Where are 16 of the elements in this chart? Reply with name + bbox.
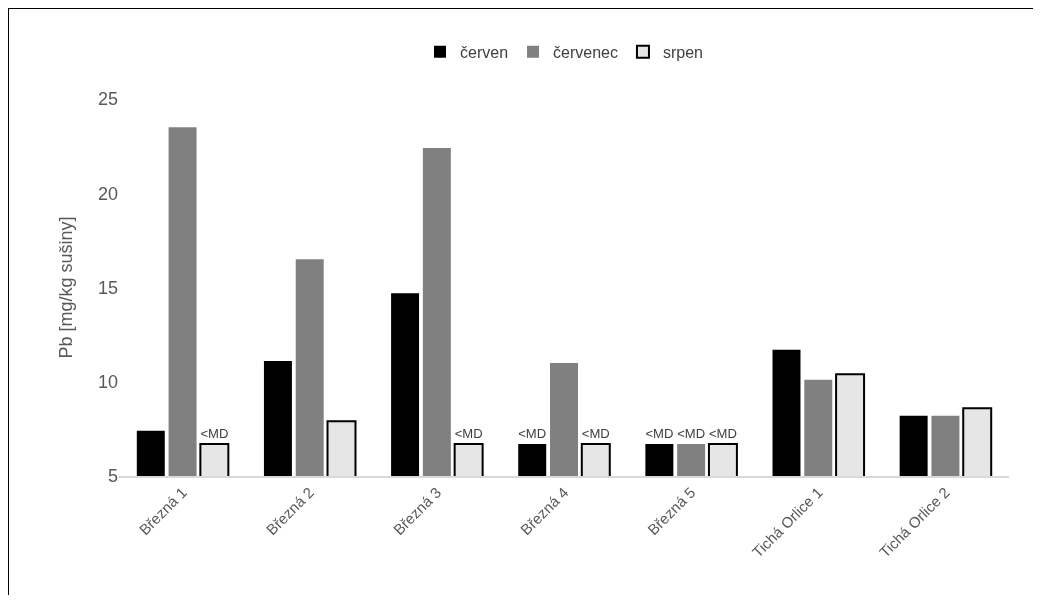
data-label: <MD [518,426,547,442]
legend-label: srpen [662,43,703,61]
data-label: <MD [581,426,610,442]
y-tick-label: 10 [97,372,118,393]
y-tick-label: 20 [97,183,118,204]
legend-label: červenec [553,43,618,61]
y-tick-label: 15 [97,277,118,298]
data-label: <MD [677,426,706,442]
y-tick-label: 25 [97,89,118,110]
y-axis-title: Pb [mg/kg sušiny] [56,216,77,359]
data-label: <MD [708,426,737,442]
data-label: <MD [454,426,483,442]
data-label: <MD [200,426,229,442]
y-tick-label: 5 [107,466,118,487]
legend-label: červen [460,43,509,61]
data-label: <MD [645,426,674,442]
